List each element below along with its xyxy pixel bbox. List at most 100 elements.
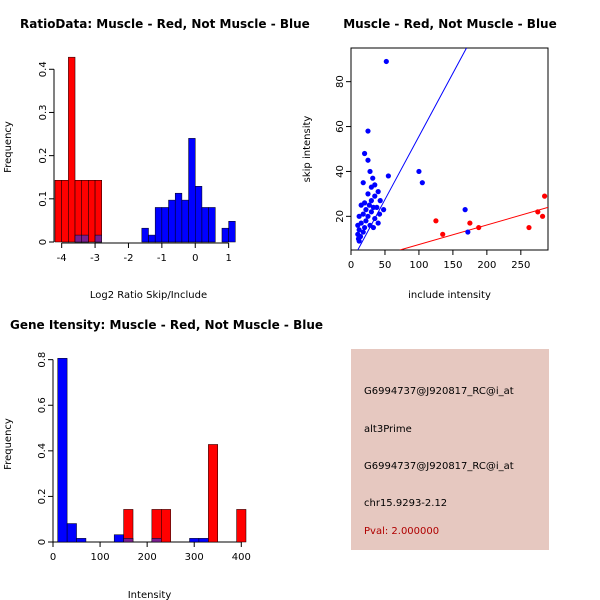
bar-muscle xyxy=(236,509,247,543)
bar-muscle xyxy=(54,180,62,243)
chromosome-location-line: chr15.9293-2.12 xyxy=(364,498,448,509)
bar-not-muscle xyxy=(161,207,169,243)
not-muscle-point xyxy=(360,180,366,186)
bar-muscle xyxy=(61,180,69,243)
x-tick-label: 0 xyxy=(50,552,56,563)
regression-line xyxy=(399,206,548,250)
bar-muscle xyxy=(81,180,89,243)
bar-muscle xyxy=(74,180,82,243)
y-tick-label: 0.8 xyxy=(37,352,48,368)
y-tick-label: 0.2 xyxy=(37,488,48,504)
not-muscle-point xyxy=(416,168,422,175)
not-muscle-point xyxy=(368,198,374,204)
bar-muscle xyxy=(68,56,76,243)
not-muscle-point xyxy=(377,198,383,204)
y-tick-label: 40 xyxy=(335,165,346,178)
not-muscle-point xyxy=(374,204,380,210)
not-muscle-point xyxy=(365,213,371,219)
not-muscle-point xyxy=(360,229,366,235)
bar-not-muscle xyxy=(188,138,196,243)
bar-not-muscle xyxy=(221,227,229,243)
y-tick-label: 60 xyxy=(335,120,346,133)
bar-overlap xyxy=(123,538,134,543)
not-muscle-point xyxy=(366,202,372,208)
bar-muscle xyxy=(151,509,162,543)
bar-not-muscle xyxy=(113,534,124,543)
y-axis-label: Frequency xyxy=(3,418,14,470)
not-muscle-point xyxy=(370,224,377,231)
probe-id-line: G6994737@J920817_RC@i_at xyxy=(364,386,514,397)
not-muscle-point xyxy=(370,175,376,181)
muscle-point xyxy=(542,193,548,199)
bar-not-muscle xyxy=(208,207,216,243)
muscle-point xyxy=(467,220,473,226)
not-muscle-point xyxy=(360,211,366,217)
bar-not-muscle xyxy=(195,186,203,243)
not-muscle-point xyxy=(381,207,387,213)
not-muscle-point xyxy=(376,211,383,217)
y-tick-label: 0 xyxy=(38,239,49,245)
chart-title: Muscle - Red, Not Muscle - Blue xyxy=(343,17,557,31)
not-muscle-point xyxy=(356,238,362,244)
x-tick-label: 200 xyxy=(477,260,496,271)
not-muscle-point xyxy=(365,157,371,163)
x-tick-label: 200 xyxy=(138,552,157,563)
x-axis-label: Intensity xyxy=(128,590,172,600)
muscle-point xyxy=(440,231,446,237)
not-muscle-point xyxy=(367,168,373,175)
x-axis-label: Log2 Ratio Skip/Include xyxy=(90,290,207,301)
bar-not-muscle xyxy=(228,221,236,243)
not-muscle-point xyxy=(356,227,362,233)
x-tick-label: 50 xyxy=(379,260,392,271)
info-panel: G6994737@J920817_RC@i_at alt3Prime G6994… xyxy=(351,349,549,550)
x-tick-label: 300 xyxy=(185,552,204,563)
bar-not-muscle xyxy=(141,227,149,243)
x-tick-label: 150 xyxy=(443,260,462,271)
not-muscle-point xyxy=(372,182,378,188)
chart-title: Gene Itensity: Muscle - Red, Not Muscle … xyxy=(10,318,323,332)
bar-not-muscle xyxy=(57,358,68,543)
bar-not-muscle xyxy=(181,199,189,243)
not-muscle-point xyxy=(361,224,368,231)
y-axis-label: Frequency xyxy=(3,121,14,173)
x-tick-label: -4 xyxy=(57,253,67,264)
not-muscle-point xyxy=(365,128,371,134)
bar-not-muscle xyxy=(148,234,156,243)
probe-id-repeat-line: G6994737@J920817_RC@i_at xyxy=(364,461,514,472)
bar-not-muscle xyxy=(201,207,209,243)
not-muscle-point xyxy=(419,180,425,186)
event-type-line: alt3Prime xyxy=(364,424,412,435)
y-tick-label: 0.3 xyxy=(38,105,49,121)
y-tick-label: 80 xyxy=(335,75,346,88)
muscle-point xyxy=(539,213,546,219)
bar-overlap xyxy=(74,234,82,243)
y-tick-label: 0.4 xyxy=(38,61,49,77)
bar-not-muscle xyxy=(198,538,209,543)
not-muscle-point xyxy=(375,220,381,226)
muscle-point xyxy=(535,209,541,215)
y-tick-label: 0.1 xyxy=(38,191,49,207)
x-axis-label: include intensity xyxy=(408,290,491,301)
chart-title: RatioData: Muscle - Red, Not Muscle - Bl… xyxy=(20,17,310,31)
x-tick-label: -3 xyxy=(90,253,100,264)
scatter-content xyxy=(355,48,548,250)
x-tick-label: 0 xyxy=(192,253,198,264)
x-tick-label: 250 xyxy=(511,260,530,271)
intensity-scatter: 0 50 100 150 200 250 20 40 60 80 Muscle - Red, Not… xyxy=(302,17,557,301)
not-muscle-point xyxy=(385,173,391,179)
x-tick-label: 100 xyxy=(91,552,110,563)
bar-muscle xyxy=(161,509,171,543)
not-muscle-point xyxy=(372,215,378,222)
bar-not-muscle xyxy=(76,538,87,543)
y-tick-label: 0.6 xyxy=(37,397,48,413)
not-muscle-point xyxy=(368,209,374,215)
y-axis-label: skip intensity xyxy=(302,116,313,183)
muscle-point xyxy=(526,224,532,231)
y-tick-label: 20 xyxy=(335,210,346,223)
bar-not-muscle xyxy=(66,523,77,543)
y-tick-label: 0 xyxy=(37,539,48,545)
plot-frame xyxy=(350,47,549,251)
not-muscle-point xyxy=(363,218,369,224)
